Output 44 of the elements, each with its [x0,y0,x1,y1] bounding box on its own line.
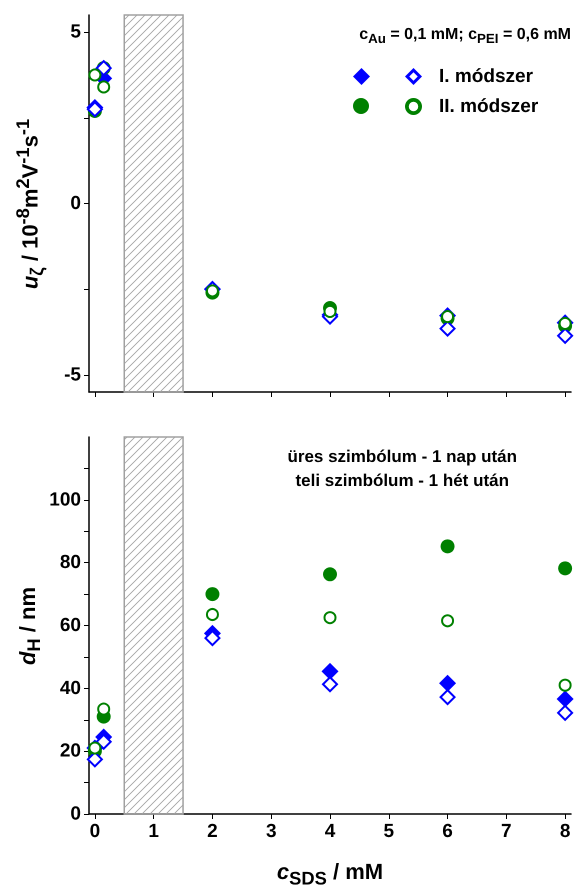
point [439,674,456,692]
x-tick-label: 6 [442,821,453,842]
x-tick-label: 1 [148,821,160,842]
point [322,662,338,680]
point [323,567,337,582]
annotation: üres szimbólum - 1 nap után [287,446,517,468]
point [205,587,220,602]
x-tick-label: 2 [207,821,218,842]
x-tick-label: 5 [383,821,394,842]
point [440,320,456,337]
point [557,328,574,344]
annotation: teli szimbólum - 1 hét után [294,470,510,492]
point [324,304,336,318]
point [558,561,572,576]
y-tick-label: 20 [60,740,81,762]
point [556,690,574,708]
point [88,68,102,82]
x-tick-label: 8 [560,821,570,842]
y-tick-label: 0 [70,193,81,214]
y-tick-label: 40 [60,678,81,699]
y-tick-label: 5 [70,22,82,43]
point [97,80,110,94]
x-tick-label: 0 [90,821,100,842]
legend-label: II. módszer [439,96,539,117]
point [558,678,572,692]
x-tick-label: 4 [324,821,336,842]
annotation: c$_{Au}$ = 0,1 mM; c$_{PEI}$ = 0,6 mM [359,25,571,48]
x-tick-label: 7 [501,821,512,842]
y-tick-label: 100 [49,489,81,510]
point [322,676,338,692]
point [440,689,456,706]
point [440,539,455,554]
point [441,614,454,628]
y-tick-label: 80 [60,552,81,574]
point [206,608,219,621]
y-tick-label: 60 [60,615,81,636]
point [324,611,336,624]
legend-label: I. módszer [439,66,534,87]
point [97,702,110,716]
x-tick-label: 3 [266,821,277,842]
point [557,704,574,721]
y-tick-label: 0 [70,804,81,824]
y-tick-label: -5 [64,364,82,386]
x-axis-title: c$_{SDS}$ / mM [276,859,384,890]
